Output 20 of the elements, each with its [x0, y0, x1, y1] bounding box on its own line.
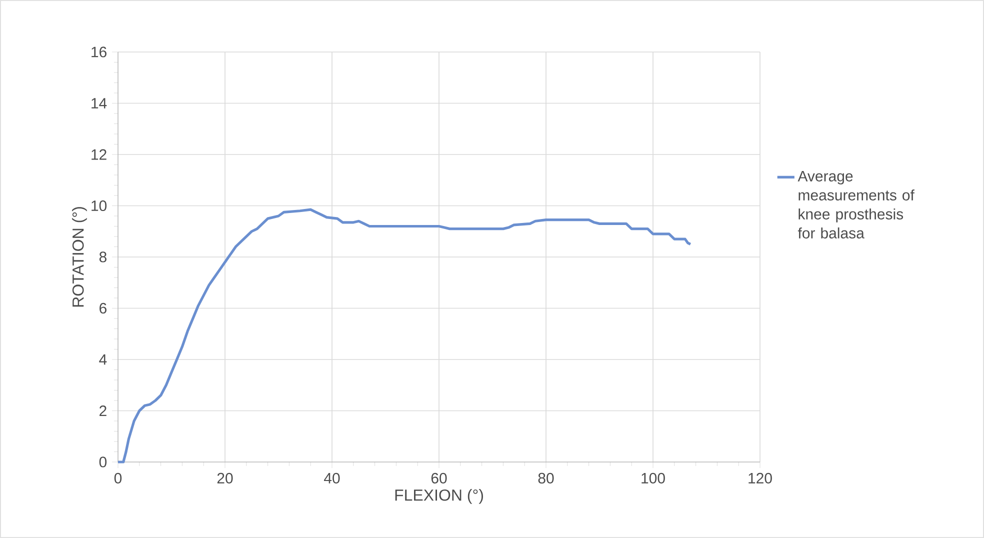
line-series — [116, 208, 692, 464]
y-axis-title: ROTATION (°) — [72, 207, 87, 307]
y-tick-label: 10 — [92, 200, 107, 212]
y-tick-label: 0 — [99, 456, 107, 468]
x-tick-label: 120 — [748, 472, 772, 484]
y-tick-label: 12 — [92, 149, 106, 160]
x-tick-label: 100 — [642, 472, 665, 484]
x-tick-label: 40 — [324, 472, 340, 484]
y-tick-label: 16 — [92, 46, 106, 58]
legend-label: Average measurements of knee prosthesis for balasa — [798, 170, 914, 238]
y-tick-label: 2 — [100, 406, 106, 416]
x-tick-label: 0 — [114, 472, 122, 484]
y-tick-label: 14 — [92, 98, 107, 108]
x-tick-label: 80 — [538, 472, 554, 484]
y-tick-label: 8 — [99, 252, 106, 262]
y-tick-label: 6 — [100, 302, 106, 314]
x-tick-label: 60 — [431, 472, 447, 484]
x-tick-label: 20 — [217, 472, 233, 484]
y-tick-label: 4 — [99, 354, 107, 365]
x-axis-title: FLEXION (°) — [395, 489, 483, 504]
